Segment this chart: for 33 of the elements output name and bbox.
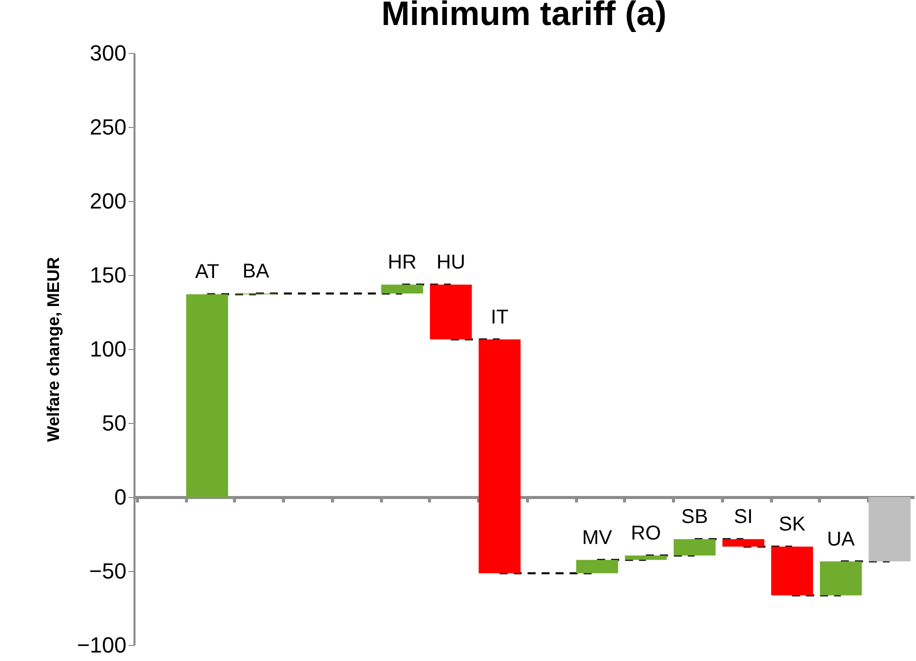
y-tick-label: 300 bbox=[90, 40, 126, 66]
y-tick-label: 0 bbox=[114, 484, 126, 510]
x-tick-label: MV bbox=[582, 526, 613, 549]
bar bbox=[576, 560, 618, 574]
x-tick-label: SI bbox=[734, 506, 753, 528]
chart-title: Minimum tariff (a) bbox=[381, 0, 667, 33]
bar bbox=[771, 546, 814, 596]
bar bbox=[820, 561, 862, 596]
bar bbox=[674, 539, 716, 556]
bar bbox=[186, 294, 228, 497]
x-tick-label: HU bbox=[436, 252, 466, 274]
bar bbox=[381, 284, 424, 294]
x-tick-label: UA bbox=[826, 528, 856, 550]
y-axis-title: Welfare change, MEUR bbox=[44, 257, 63, 442]
bar bbox=[478, 339, 521, 574]
x-tick-label: IT bbox=[490, 306, 509, 328]
x-tick-label: HR bbox=[388, 252, 417, 274]
y-tick-label: −50 bbox=[89, 558, 126, 584]
y-tick-label: 150 bbox=[90, 262, 126, 288]
y-tick-label: −100 bbox=[76, 632, 126, 658]
bar bbox=[624, 555, 667, 560]
y-tick-label: 100 bbox=[90, 336, 126, 362]
x-tick-label: SB bbox=[681, 506, 708, 528]
y-tick-label: 250 bbox=[90, 114, 126, 140]
x-tick-label: AT bbox=[195, 261, 220, 284]
bar bbox=[868, 497, 911, 562]
y-tick-label: 50 bbox=[102, 410, 126, 436]
x-tick-label: RO bbox=[630, 522, 661, 544]
bar bbox=[722, 539, 764, 547]
x-tick-label: SK bbox=[778, 514, 806, 536]
x-tick-label: BA bbox=[242, 260, 270, 282]
bar bbox=[430, 284, 472, 340]
y-tick-label: 200 bbox=[90, 188, 126, 214]
